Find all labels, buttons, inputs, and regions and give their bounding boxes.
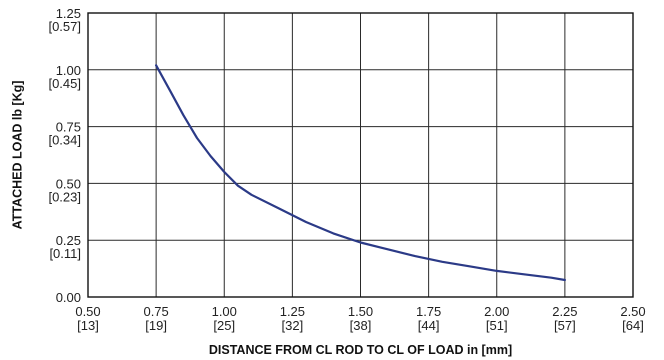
y-tick-label: 0.00 xyxy=(56,290,81,305)
y-axis-title: ATTACHED LOAD lb [Kg] xyxy=(10,81,24,230)
y-tick-label: 0.50 xyxy=(56,176,81,191)
x-tick-label: 2.50 xyxy=(620,304,645,319)
plot-border xyxy=(87,12,634,298)
x-axis-title: DISTANCE FROM CL ROD TO CL OF LOAD in [m… xyxy=(209,343,512,357)
x-tick-label-mm: [13] xyxy=(77,318,99,333)
x-tick-label-mm: [51] xyxy=(486,318,508,333)
y-tick-label-kg: [0.57] xyxy=(48,19,81,34)
x-tick-label: 0.75 xyxy=(143,304,168,319)
x-tick-label-mm: [38] xyxy=(350,318,372,333)
y-tick-label-kg: [0.34] xyxy=(48,133,81,148)
x-tick-label-mm: [25] xyxy=(213,318,235,333)
x-tick-label: 2.00 xyxy=(484,304,509,319)
y-tick-label-kg: [0.45] xyxy=(48,76,81,91)
grid-lines xyxy=(87,12,634,298)
x-tick-label: 1.25 xyxy=(280,304,305,319)
x-tick-label-mm: [19] xyxy=(145,318,167,333)
y-tick-label: 1.00 xyxy=(56,63,81,78)
x-tick-label-mm: [44] xyxy=(418,318,440,333)
y-tick-label: 0.25 xyxy=(56,233,81,248)
x-tick-label-mm: [57] xyxy=(554,318,576,333)
series-layer xyxy=(155,64,567,282)
x-tick-label: 1.50 xyxy=(348,304,373,319)
x-tick-label-mm: [32] xyxy=(282,318,304,333)
tick-labels: 0.50[13]0.75[19]1.00[25]1.25[32]1.50[38]… xyxy=(48,6,645,333)
y-tick-label-kg: [0.23] xyxy=(48,189,81,204)
x-tick-label: 2.25 xyxy=(552,304,577,319)
x-tick-label: 1.75 xyxy=(416,304,441,319)
y-tick-label-kg: [0.11] xyxy=(49,246,81,261)
series-line xyxy=(155,64,567,282)
plot-frame xyxy=(87,12,634,298)
x-tick-label-mm: [64] xyxy=(622,318,644,333)
y-tick-label: 0.75 xyxy=(56,120,81,135)
x-tick-label: 1.00 xyxy=(212,304,237,319)
x-tick-label: 0.50 xyxy=(75,304,100,319)
y-tick-label: 1.25 xyxy=(56,6,81,21)
